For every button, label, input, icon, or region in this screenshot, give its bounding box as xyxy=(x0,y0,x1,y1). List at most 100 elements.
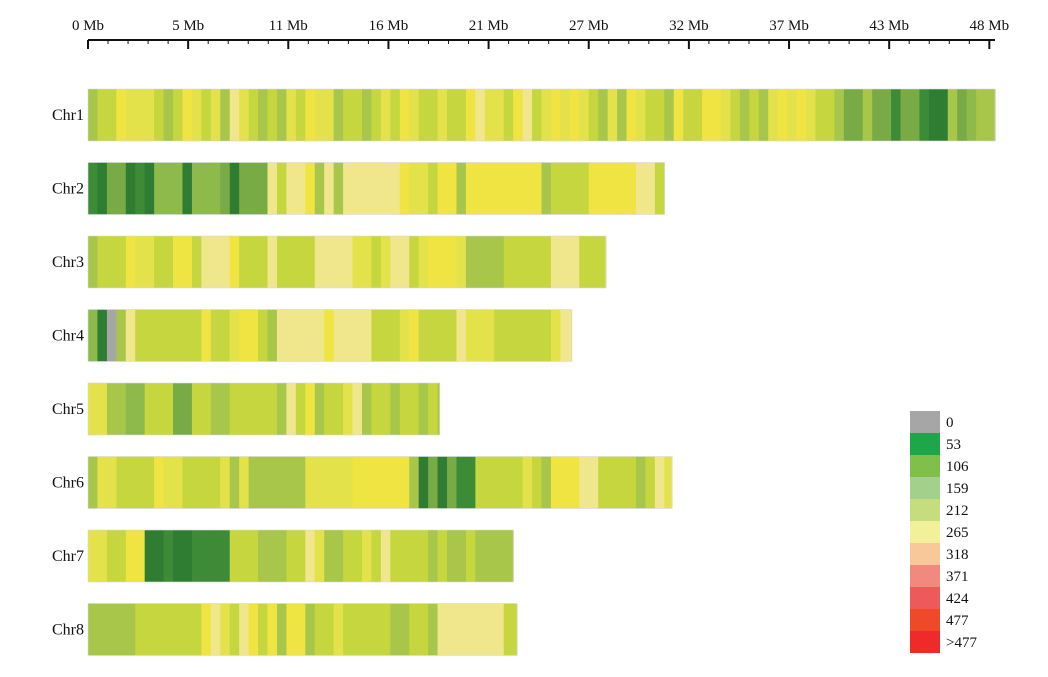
density-bin xyxy=(248,530,259,582)
x-axis: 0 Mb 5 Mb 11 Mb 16 Mb 21 Mb 27 Mb 32 Mb 37 Mb 43… xyxy=(72,18,1009,49)
density-bin xyxy=(522,162,533,215)
density-bin xyxy=(210,383,221,435)
density-bin xyxy=(88,89,99,141)
density-bin xyxy=(144,162,155,215)
density-bin xyxy=(437,456,448,509)
density-bin xyxy=(97,236,108,288)
density-bin xyxy=(390,162,401,215)
density-bin xyxy=(409,162,420,215)
density-bin xyxy=(191,456,202,509)
density-bin xyxy=(758,89,769,141)
density-bin xyxy=(154,456,165,509)
density-bin xyxy=(815,89,826,141)
density-bin xyxy=(494,162,505,215)
density-bin xyxy=(144,456,155,509)
density-bin xyxy=(343,162,354,215)
legend-swatch xyxy=(910,543,940,565)
density-bin xyxy=(125,530,136,582)
density-bin xyxy=(191,530,202,582)
density-bin xyxy=(201,309,212,362)
density-bin xyxy=(654,456,665,509)
legend-swatch xyxy=(910,565,940,587)
density-bin xyxy=(390,383,401,435)
density-bin xyxy=(579,162,590,215)
density-bin xyxy=(135,236,146,288)
density-bin xyxy=(182,162,193,215)
density-bin xyxy=(541,236,552,288)
density-bin xyxy=(324,236,335,288)
density-bin xyxy=(229,456,240,509)
density-bin xyxy=(645,456,656,509)
density-bin xyxy=(210,603,221,656)
density-bin xyxy=(125,456,136,509)
density-bin xyxy=(711,89,722,141)
density-bin xyxy=(210,236,221,288)
density-bin xyxy=(144,309,155,362)
density-bin xyxy=(210,456,221,509)
density-bin xyxy=(361,309,373,362)
density-bin xyxy=(239,236,250,288)
density-bin xyxy=(484,309,495,362)
legend-label: 212 xyxy=(946,503,969,519)
density-bin xyxy=(371,309,382,362)
density-bin xyxy=(380,530,391,582)
density-bin xyxy=(409,383,420,435)
density-bin xyxy=(465,603,476,656)
density-bin xyxy=(635,456,647,509)
density-bin xyxy=(286,309,297,362)
density-bin xyxy=(513,456,524,509)
density-bin xyxy=(598,236,607,288)
legend-swatch xyxy=(910,477,940,499)
density-bin xyxy=(418,236,429,288)
density-bin xyxy=(201,530,212,582)
density-bin xyxy=(380,456,391,509)
density-bin xyxy=(144,383,155,435)
density-bin xyxy=(456,309,467,362)
density-bin xyxy=(588,236,599,288)
density-bin xyxy=(456,162,467,215)
density-bin xyxy=(664,89,675,141)
density-bin xyxy=(409,603,420,656)
density-bin xyxy=(371,383,382,435)
density-bin xyxy=(428,603,439,656)
density-bin xyxy=(106,456,117,509)
density-bin xyxy=(97,162,108,215)
density-bin xyxy=(409,236,420,288)
density-bin xyxy=(324,162,335,215)
density-bin xyxy=(191,162,202,215)
density-bin xyxy=(654,89,665,141)
legend-label: 0 xyxy=(946,415,954,431)
density-bin xyxy=(418,456,429,509)
density-bin xyxy=(229,530,240,582)
density-bin xyxy=(522,236,533,288)
density-bin xyxy=(730,89,741,141)
density-bin xyxy=(154,603,165,656)
density-bin xyxy=(163,309,174,362)
density-bin xyxy=(560,162,571,215)
density-bin xyxy=(276,309,288,362)
density-bin xyxy=(437,162,448,215)
density-bin xyxy=(173,530,184,582)
density-bin xyxy=(579,236,590,288)
density-bin xyxy=(928,89,939,141)
density-bin xyxy=(484,456,495,509)
density-bin xyxy=(324,89,335,141)
density-bin xyxy=(361,603,373,656)
density-bin xyxy=(314,236,325,288)
density-bin xyxy=(437,89,448,141)
density-bin xyxy=(588,89,599,141)
density-bin xyxy=(267,603,278,656)
density-bin xyxy=(768,89,779,141)
density-bin xyxy=(258,603,269,656)
density-bin xyxy=(352,603,363,656)
density-bin xyxy=(144,236,155,288)
density-bin xyxy=(125,309,136,362)
density-bin xyxy=(824,89,835,141)
density-bin xyxy=(295,236,306,288)
density-bin xyxy=(116,456,127,509)
density-bin xyxy=(428,383,439,435)
density-bin xyxy=(380,309,391,362)
density-bin xyxy=(579,89,590,141)
legend-label: 371 xyxy=(946,569,969,585)
